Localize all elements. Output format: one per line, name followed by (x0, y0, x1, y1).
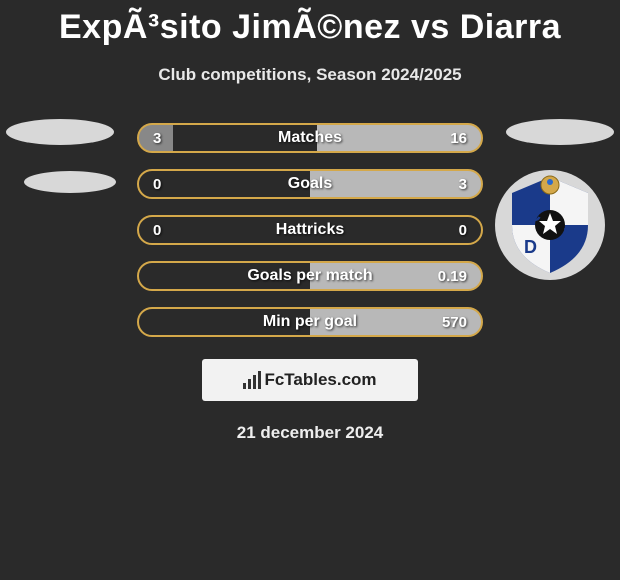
stat-value-right: 570 (442, 314, 467, 331)
svg-text:T: T (564, 225, 575, 245)
page-title: ExpÃ³sito JimÃ©nez vs Diarra (0, 0, 620, 47)
stat-label: Matches (278, 129, 342, 147)
stat-label: Goals per match (247, 267, 372, 285)
stat-label: Min per goal (263, 313, 357, 331)
stat-label: Hattricks (276, 221, 344, 239)
stat-bar-matches: 3 Matches 16 (137, 123, 483, 153)
svg-text:D: D (524, 237, 537, 257)
player2-club-badge-icon: C T D (494, 169, 606, 281)
stats-section: C T D 3 Matches 16 0 Goals 3 0 Hattricks 0 Goals … (0, 123, 620, 337)
stat-bar-min-per-goal: Min per goal 570 (137, 307, 483, 337)
stat-bar-goals: 0 Goals 3 (137, 169, 483, 199)
stat-label: Goals (288, 175, 332, 193)
date-label: 21 december 2024 (0, 423, 620, 443)
svg-text:C: C (528, 205, 541, 225)
stat-bar-hattricks: 0 Hattricks 0 (137, 215, 483, 245)
player2-placeholder-icon (506, 119, 614, 145)
fctables-label: FcTables.com (264, 370, 376, 390)
stat-bar-goals-per-match: Goals per match 0.19 (137, 261, 483, 291)
player1-club-placeholder-icon (24, 171, 116, 193)
stat-value-right: 0 (459, 222, 467, 239)
fctables-chart-icon (243, 371, 261, 389)
stat-value-left: 3 (153, 130, 161, 147)
stat-value-right: 3 (459, 176, 467, 193)
stat-value-right: 16 (450, 130, 467, 147)
player1-placeholder-icon (6, 119, 114, 145)
subtitle: Club competitions, Season 2024/2025 (0, 65, 620, 85)
stat-value-right: 0.19 (438, 268, 467, 285)
stat-value-left: 0 (153, 176, 161, 193)
stat-value-left: 0 (153, 222, 161, 239)
fctables-brand: FcTables.com (202, 359, 418, 401)
